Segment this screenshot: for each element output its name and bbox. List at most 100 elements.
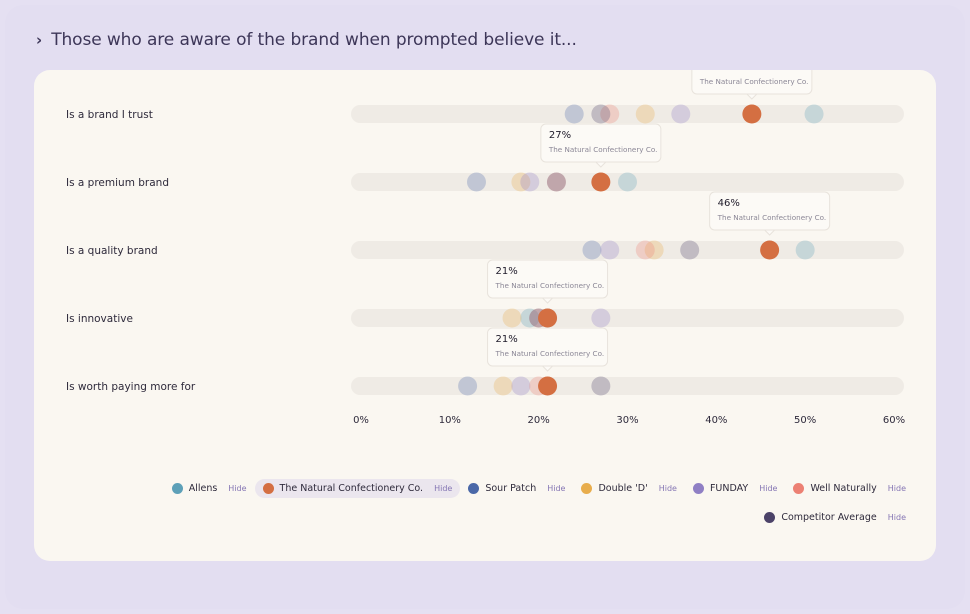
legend-swatch: [764, 512, 776, 523]
section-header[interactable]: › Those who are aware of the brand when …: [36, 30, 577, 50]
row-track: [351, 105, 904, 123]
data-point[interactable]: [680, 240, 700, 260]
tooltip-series-label: The Natural Confectionery Co.: [717, 213, 827, 222]
tooltip-value: 21%: [496, 266, 518, 277]
legend-swatch: [262, 483, 274, 494]
row-label: Is innovative: [66, 313, 133, 325]
data-point[interactable]: [546, 172, 566, 192]
tooltip: 21% The Natural Confectionery Co.: [487, 327, 609, 372]
data-point[interactable]: [644, 240, 664, 260]
tooltip-pointer: [763, 229, 776, 236]
row-track: [351, 173, 904, 191]
tooltip-series-label: The Natural Confectionery Co.: [699, 77, 809, 86]
tooltip-value: 44%: [700, 70, 722, 73]
data-point[interactable]: [671, 104, 691, 124]
data-point[interactable]: [520, 308, 540, 328]
highlight-data-point[interactable]: [591, 172, 611, 192]
dot-plot-chart: Is a brand I trust 44% The Natural Confect…: [66, 70, 905, 426]
section-title: Those who are aware of the brand when pr…: [51, 30, 577, 50]
tooltip: 44% The Natural Confectionery Co.: [691, 70, 813, 100]
legend-item[interactable]: Allens Hide: [164, 479, 255, 498]
highlight-data-point[interactable]: [538, 308, 558, 328]
row-label: Is a quality brand: [66, 245, 158, 257]
legend-label: The Natural Confectionery Co.: [279, 483, 424, 494]
legend-swatch: [692, 483, 704, 494]
legend-label: Sour Patch: [485, 483, 537, 494]
legend-item[interactable]: FUNDAY Hide: [685, 479, 786, 498]
row-label: Is a brand I trust: [66, 109, 153, 121]
data-point[interactable]: [635, 240, 655, 260]
legend-swatch: [793, 483, 805, 494]
row-track: [351, 241, 904, 259]
tooltip-pointer: [594, 161, 608, 168]
legend-label: Competitor Average: [781, 512, 877, 523]
x-tick-label: 40%: [705, 415, 727, 426]
tooltip-value: 21%: [496, 334, 518, 345]
legend-label: Double 'D': [598, 483, 648, 494]
legend-item[interactable]: Well Naturally Hide: [785, 479, 914, 498]
tooltip: 27% The Natural Confectionery Co.: [540, 123, 662, 168]
data-point[interactable]: [466, 172, 486, 192]
legend-hide-button[interactable]: Hide: [228, 484, 247, 493]
data-point[interactable]: [618, 172, 637, 192]
data-point[interactable]: [458, 376, 478, 396]
data-point[interactable]: [493, 376, 513, 396]
legend-swatch: [171, 483, 183, 494]
legend-label: Allens: [188, 483, 218, 494]
legend-label: Well Naturally: [810, 483, 877, 494]
chevron-right-icon[interactable]: ›: [36, 30, 43, 49]
data-point[interactable]: [591, 308, 611, 328]
tooltip-value: 27%: [549, 130, 571, 141]
legend-item[interactable]: Double 'D' Hide: [573, 479, 684, 498]
tooltip-series-label: The Natural Confectionery Co.: [548, 145, 658, 154]
tooltip: 46% The Natural Confectionery Co.: [709, 191, 831, 236]
legend-hide-button[interactable]: Hide: [759, 484, 778, 493]
x-tick-label: 0%: [353, 415, 369, 426]
legend-swatch: [581, 483, 593, 494]
legend-item[interactable]: Sour Patch Hide: [460, 479, 573, 498]
legend-hide-button[interactable]: Hide: [887, 513, 906, 522]
data-point[interactable]: [600, 104, 620, 124]
legend-item[interactable]: The Natural Confectionery Co. Hide: [254, 479, 461, 498]
tooltip-pointer: [541, 365, 554, 372]
highlight-data-point[interactable]: [538, 376, 558, 396]
legend-item[interactable]: Competitor Average Hide: [756, 508, 914, 527]
legend-swatch: [468, 483, 480, 494]
data-point[interactable]: [564, 104, 584, 124]
data-point[interactable]: [546, 172, 566, 192]
data-point[interactable]: [511, 376, 531, 396]
data-point[interactable]: [511, 172, 531, 192]
x-tick-label: 30%: [616, 415, 638, 426]
data-point[interactable]: [635, 104, 655, 124]
tooltip-series-label: The Natural Confectionery Co.: [495, 349, 605, 358]
legend-hide-button[interactable]: Hide: [887, 484, 906, 493]
tooltip-series-label: The Natural Confectionery Co.: [495, 281, 605, 290]
x-tick-label: 50%: [794, 415, 816, 426]
x-tick-label: 20%: [528, 415, 550, 426]
data-point[interactable]: [795, 240, 815, 260]
x-tick-label: 10%: [439, 415, 461, 426]
data-point[interactable]: [591, 104, 611, 124]
row-track: [351, 309, 904, 327]
data-point[interactable]: [591, 376, 611, 396]
legend-hide-button[interactable]: Hide: [434, 484, 453, 493]
legend-label: FUNDAY: [709, 483, 749, 494]
tooltip-pointer: [745, 93, 759, 100]
data-point[interactable]: [520, 172, 540, 192]
tooltip: 21% The Natural Confectionery Co.: [487, 259, 609, 304]
data-point[interactable]: [582, 240, 602, 260]
legend-hide-button[interactable]: Hide: [658, 484, 677, 493]
row-track: [351, 377, 904, 395]
data-point[interactable]: [600, 240, 620, 260]
data-point[interactable]: [804, 104, 824, 124]
highlight-data-point[interactable]: [742, 104, 762, 124]
row-label: Is a premium brand: [66, 177, 169, 189]
x-tick-label: 60%: [883, 415, 905, 426]
highlight-data-point[interactable]: [760, 240, 780, 260]
chart-card: Is a brand I trust 44% The Natural Confect…: [34, 70, 936, 561]
legend-hide-button[interactable]: Hide: [547, 484, 566, 493]
tooltip-value: 46%: [718, 198, 740, 209]
data-point[interactable]: [502, 308, 522, 328]
chart-legend: Allens Hide The Natural Confectionery Co. H…: [154, 479, 914, 527]
tooltip-pointer: [541, 297, 554, 304]
